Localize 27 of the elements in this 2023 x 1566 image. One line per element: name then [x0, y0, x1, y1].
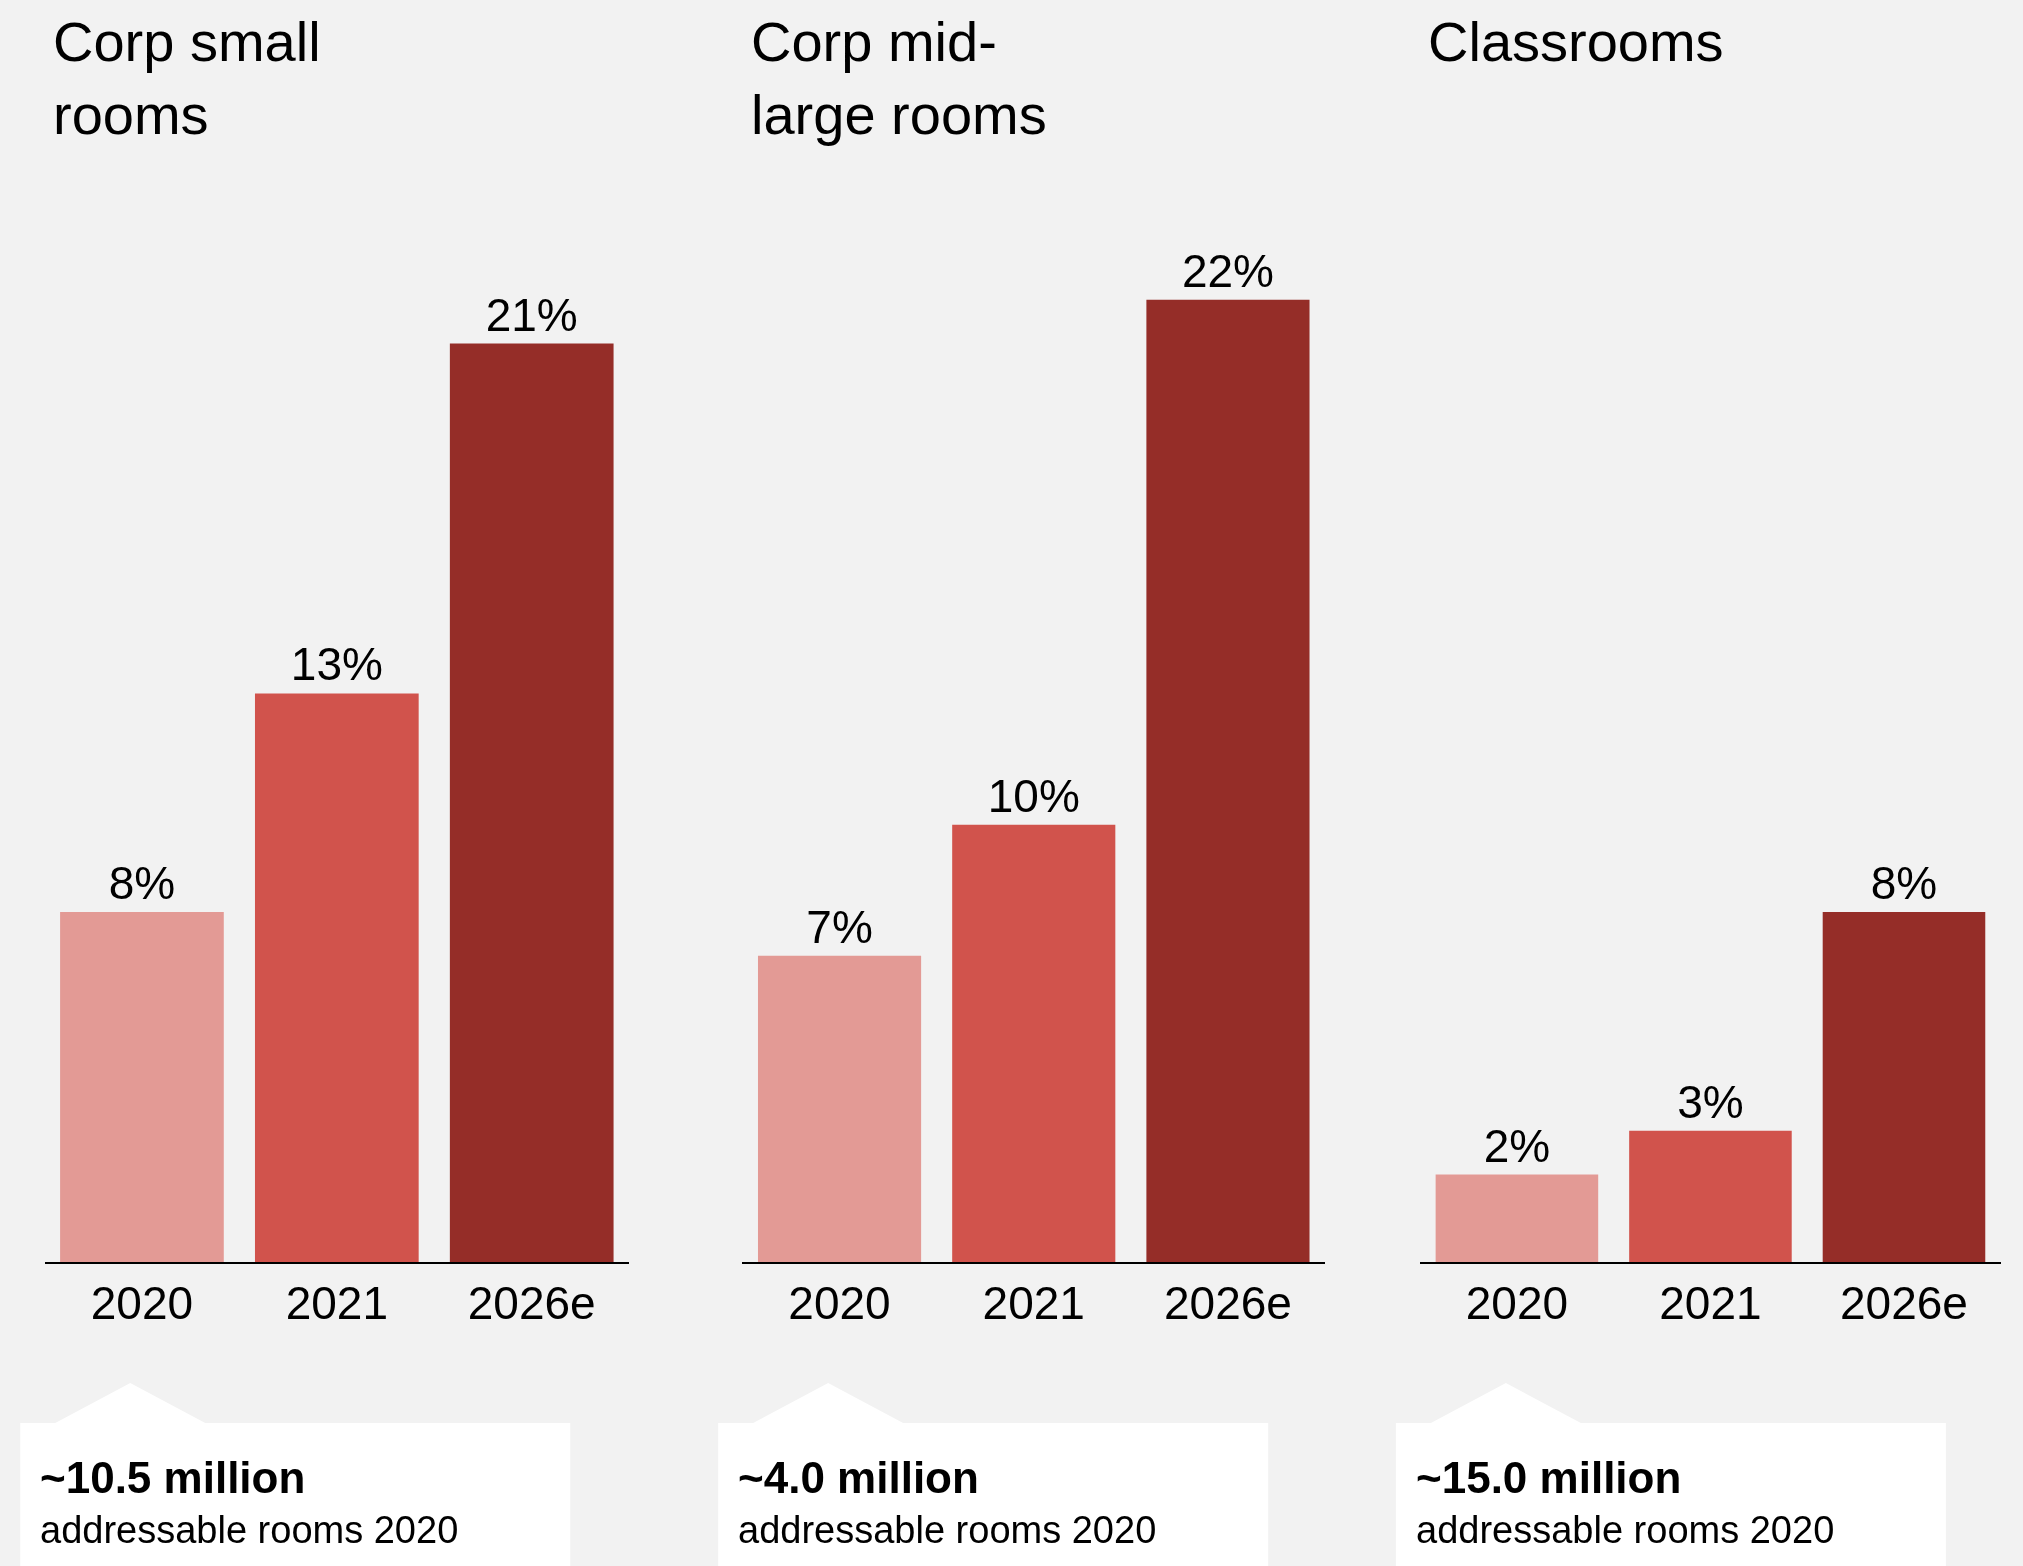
x-tick-label: 2021 [1659, 1277, 1762, 1330]
chart-title: Corp small rooms [53, 10, 321, 146]
text: ~4.0 million [738, 1453, 979, 1502]
x-tick-label: 2020 [788, 1277, 891, 1330]
data-label: 10% [987, 769, 1080, 822]
data-label: 22% [1181, 244, 1274, 297]
text: ~15.0 million [1416, 1453, 1682, 1502]
x-tick-label: 2026e [467, 1277, 596, 1330]
x-tick-label: 2026e [1840, 1277, 1968, 1330]
chart-title: Corp mid- large rooms [751, 10, 1047, 146]
text: addressable rooms 2020 [738, 1509, 1157, 1551]
x-tick-label: 2020 [1465, 1277, 1569, 1330]
x-tick-label: 2021 [285, 1277, 388, 1330]
x-tick-label: 2021 [982, 1277, 1085, 1330]
x-tick-label: 2026e [1164, 1277, 1292, 1330]
data-label: 13% [290, 638, 383, 691]
data-label: 21% [485, 288, 578, 341]
x-tick-label: 2020 [90, 1277, 194, 1330]
data-label: 3% [1677, 1075, 1744, 1128]
data-label: 2% [1483, 1119, 1551, 1172]
chart-title: Classrooms [1428, 10, 1724, 73]
data-label: 7% [806, 900, 873, 953]
data-label: 8% [1870, 857, 1938, 910]
text: addressable rooms 2020 [40, 1509, 459, 1551]
text: addressable rooms 2020 [1416, 1509, 1835, 1551]
data-label: 8% [108, 857, 176, 910]
text: ~10.5 million [40, 1453, 306, 1502]
